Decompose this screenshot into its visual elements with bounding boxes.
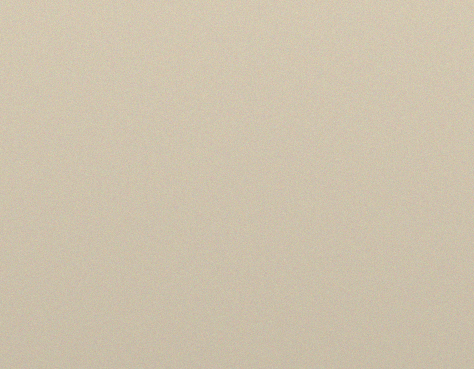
Text: (2x + 2)°: (2x + 2)° (203, 104, 257, 117)
Text: 23.: 23. (261, 276, 288, 290)
Text: D: D (326, 176, 337, 189)
Text: 21.: 21. (261, 228, 288, 242)
Text: C: C (106, 165, 116, 179)
Text: m∠ABD =: m∠ABD = (285, 276, 365, 290)
Text: B: B (275, 176, 284, 189)
Text: A: A (197, 69, 207, 83)
Text: m∠A = _____: m∠A = _____ (98, 227, 197, 242)
Text: m∠ABC = _____: m∠ABC = _____ (98, 276, 220, 290)
Text: (x + 4)°: (x + 4)° (160, 129, 207, 142)
Text: 22.: 22. (74, 276, 100, 290)
Text: x°: x° (264, 145, 277, 158)
Text: 20.: 20. (74, 228, 100, 242)
Text: m∠C = ___: m∠C = ___ (285, 227, 369, 242)
Text: Use the figure below to find each measure.: Use the figure below to find each measur… (70, 53, 391, 67)
